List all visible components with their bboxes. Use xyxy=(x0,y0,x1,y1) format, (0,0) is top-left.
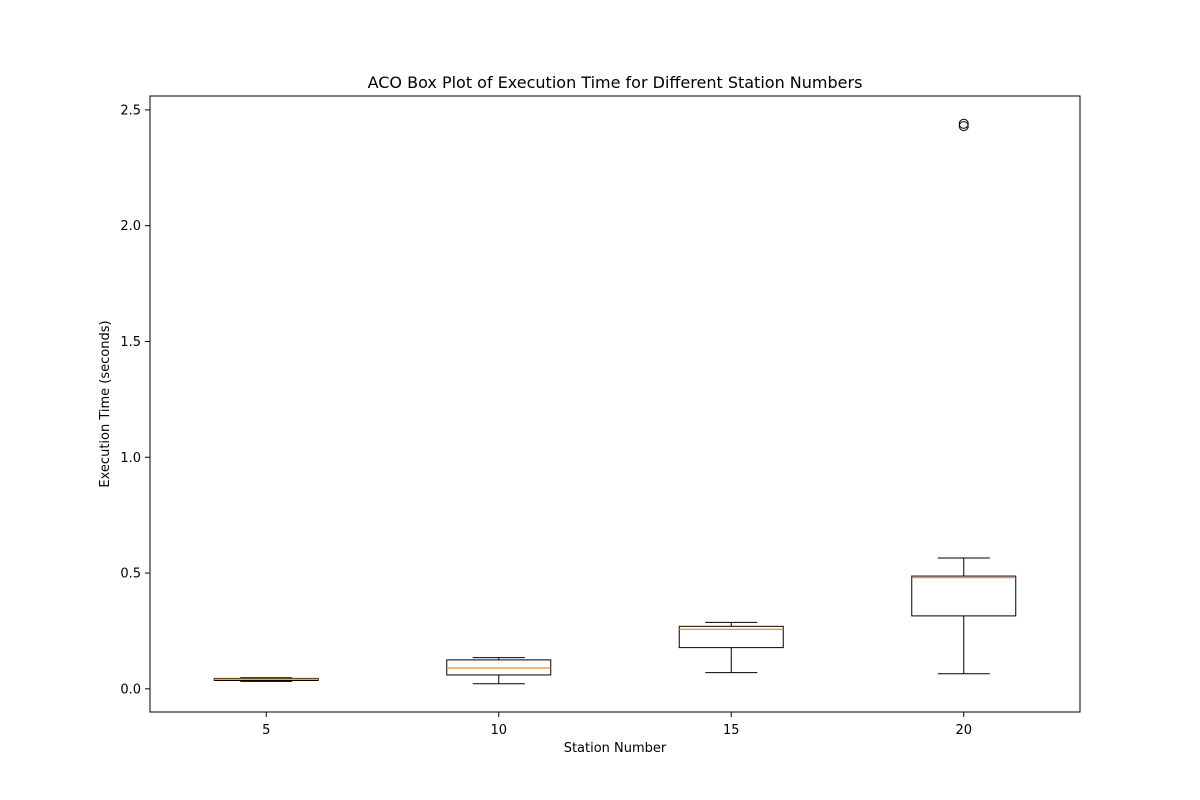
iqr-box xyxy=(678,625,784,649)
x-tick-label: 20 xyxy=(955,723,972,738)
y-tick-label: 2.5 xyxy=(120,103,141,118)
y-tick-label: 1.0 xyxy=(120,451,141,466)
iqr-box xyxy=(911,575,1017,617)
box-group-20 xyxy=(911,118,1017,675)
x-tick-label: 15 xyxy=(723,723,740,738)
chart-title: ACO Box Plot of Execution Time for Diffe… xyxy=(368,73,863,92)
box-group-10 xyxy=(446,657,552,685)
outlier-point xyxy=(958,118,969,129)
y-axis-label: Execution Time (seconds) xyxy=(98,320,113,487)
y-tick-label: 0.5 xyxy=(120,567,141,582)
outlier-point xyxy=(958,121,969,132)
x-axis-label: Station Number xyxy=(564,741,667,756)
x-tick-label: 5 xyxy=(262,723,270,738)
box-group-15 xyxy=(678,621,784,674)
box-group-5 xyxy=(213,677,319,682)
x-tick-label: 10 xyxy=(490,723,507,738)
y-tick-label: 1.5 xyxy=(120,335,141,350)
plot-area: 0.0 0.5 1.0 1.5 2.0 2.5 5 10 15 20 xyxy=(120,103,1017,738)
plot-frame xyxy=(149,95,1081,713)
y-tick-label: 2.0 xyxy=(120,219,141,234)
y-tick-label: 0.0 xyxy=(120,682,141,697)
